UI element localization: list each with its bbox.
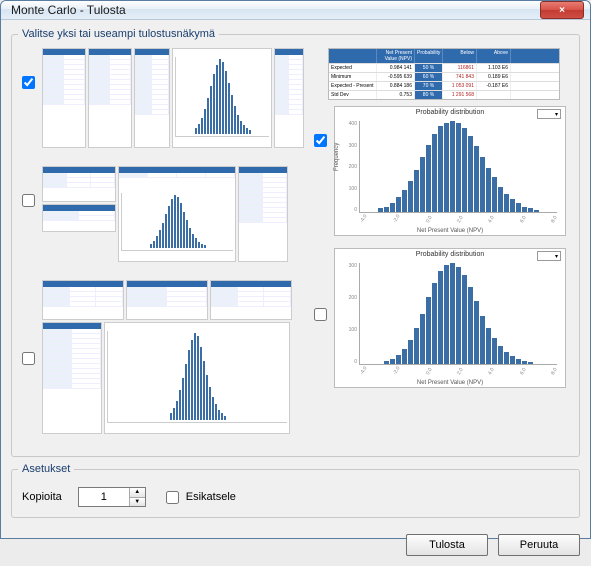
chevron-down-icon: ▾	[555, 111, 558, 118]
view-checkbox-1[interactable]	[22, 76, 35, 89]
chart-plot	[359, 121, 557, 213]
preview-checkbox-row: Esikatsele	[162, 488, 236, 507]
view-option-2	[18, 166, 288, 262]
chart-title: Probability distribution	[335, 109, 565, 116]
thumbnails-area: Net Present Value (NPV) Probability Belo…	[18, 48, 571, 448]
view-thumbnail-3	[42, 280, 292, 434]
chart-xticks: -4.0-2.00.02.04.06.08.0	[359, 373, 557, 379]
chart-dropdown[interactable]: ▾	[537, 251, 561, 261]
settings-row: Kopioita ▲ ▼ Esikatsele	[18, 483, 571, 509]
copies-input[interactable]	[79, 488, 129, 506]
dialog-footer: Tulosta Peruuta	[1, 528, 590, 566]
view-checkbox-2[interactable]	[22, 194, 35, 207]
chart-dropdown[interactable]: ▾	[537, 109, 561, 119]
stats-header: Net Present Value (NPV) Probability Belo…	[329, 49, 559, 63]
titlebar: Monte Carlo - Tulosta ×	[1, 1, 590, 20]
chart-xlabel: Net Present Value (NPV)	[335, 380, 565, 386]
chart-yticks: 3002001000	[341, 263, 357, 365]
view-checkbox-4[interactable]	[314, 134, 327, 147]
print-button[interactable]: Tulosta	[406, 534, 488, 556]
chart-xticks: -4.0-2.00.02.04.06.08.0	[359, 221, 557, 227]
spinner-down[interactable]: ▼	[130, 498, 145, 507]
views-fieldset: Valitse yksi tai useampi tulostusnäkymä	[11, 28, 580, 457]
view-thumbnail-1	[42, 48, 304, 148]
window-title: Monte Carlo - Tulosta	[11, 3, 540, 17]
close-icon: ×	[559, 5, 565, 16]
copies-spinner: ▲ ▼	[78, 487, 146, 507]
copies-label: Kopioita	[22, 491, 62, 503]
view-option-4: Probability distribution ▾ Frequency 400…	[310, 106, 566, 236]
view-option-3	[18, 280, 292, 434]
view-option-5: Probability distribution ▾ 3002001000 -4…	[310, 248, 566, 388]
chevron-down-icon: ▾	[555, 253, 558, 260]
chart-ylabel: Frequency	[334, 143, 340, 171]
settings-fieldset: Asetukset Kopioita ▲ ▼ Esikatsele	[11, 463, 580, 518]
preview-checkbox[interactable]	[166, 491, 179, 504]
chart-title: Probability distribution	[335, 251, 565, 258]
stats-table: Net Present Value (NPV) Probability Belo…	[328, 48, 560, 100]
view-checkbox-5[interactable]	[314, 308, 327, 321]
cancel-button[interactable]: Peruuta	[498, 534, 580, 556]
dialog-window: Monte Carlo - Tulosta × Valitse yksi tai…	[0, 0, 591, 539]
views-legend: Valitse yksi tai useampi tulostusnäkymä	[18, 28, 219, 40]
view-checkbox-3[interactable]	[22, 352, 35, 365]
chart-yticks: 4003002001000	[341, 121, 357, 213]
close-button[interactable]: ×	[540, 1, 584, 19]
histogram-chart-1: Probability distribution ▾ Frequency 400…	[334, 106, 566, 236]
chart-plot	[359, 263, 557, 365]
histogram-chart-2: Probability distribution ▾ 3002001000 -4…	[334, 248, 566, 388]
chart-xlabel: Net Present Value (NPV)	[335, 228, 565, 234]
view-thumbnail-2	[42, 166, 288, 262]
view-option-1	[18, 48, 304, 148]
content-area: Valitse yksi tai useampi tulostusnäkymä	[1, 20, 590, 528]
preview-label: Esikatsele	[186, 491, 236, 503]
settings-legend: Asetukset	[18, 463, 74, 475]
spinner-up[interactable]: ▲	[130, 488, 145, 498]
